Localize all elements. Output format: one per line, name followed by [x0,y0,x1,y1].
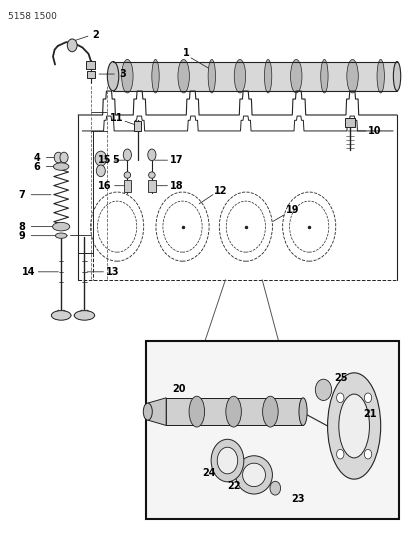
Ellipse shape [53,163,69,170]
Text: 22: 22 [226,481,240,490]
Text: 15: 15 [98,155,111,165]
Text: 13: 13 [105,267,119,277]
Ellipse shape [147,149,155,161]
Circle shape [60,152,68,163]
Ellipse shape [121,60,133,93]
Ellipse shape [338,394,369,458]
Ellipse shape [148,172,155,178]
Ellipse shape [392,62,400,91]
Ellipse shape [320,60,327,93]
Text: 8: 8 [18,222,25,232]
Circle shape [364,449,371,459]
Text: 16: 16 [98,181,111,191]
Text: 4: 4 [33,152,40,163]
Text: 2: 2 [92,30,99,41]
Circle shape [364,393,371,402]
Ellipse shape [298,398,306,425]
Circle shape [336,449,343,459]
Ellipse shape [262,396,277,427]
Polygon shape [166,398,302,425]
FancyBboxPatch shape [86,71,94,78]
Text: 3: 3 [119,69,126,79]
FancyBboxPatch shape [344,118,354,127]
Circle shape [336,393,343,402]
FancyBboxPatch shape [145,341,398,519]
Ellipse shape [51,311,71,320]
Text: 6: 6 [33,161,40,172]
Ellipse shape [74,311,94,320]
Ellipse shape [143,403,152,420]
Text: 18: 18 [169,181,183,191]
Ellipse shape [376,60,384,93]
Ellipse shape [327,373,380,479]
FancyBboxPatch shape [85,61,95,69]
Ellipse shape [123,149,131,161]
Text: 17: 17 [169,155,183,165]
Circle shape [67,39,77,52]
Circle shape [211,439,243,482]
Ellipse shape [264,60,271,93]
Circle shape [54,152,62,163]
Text: 23: 23 [291,494,304,504]
Text: 5: 5 [112,155,119,165]
Ellipse shape [290,60,301,93]
Text: 21: 21 [362,409,375,419]
Ellipse shape [235,456,272,494]
Circle shape [95,151,106,166]
Circle shape [269,481,280,495]
Ellipse shape [124,172,130,178]
Text: 24: 24 [202,468,215,478]
Ellipse shape [346,60,357,93]
FancyBboxPatch shape [124,180,131,192]
Ellipse shape [151,60,159,93]
Text: 7: 7 [18,190,25,200]
FancyBboxPatch shape [134,122,141,131]
Ellipse shape [189,396,204,427]
Text: 11: 11 [109,112,123,123]
Ellipse shape [178,60,189,93]
Text: 10: 10 [367,126,380,136]
Circle shape [96,165,105,176]
Text: 9: 9 [18,231,25,241]
Polygon shape [113,62,396,91]
Polygon shape [147,398,166,425]
Text: 14: 14 [22,267,35,277]
Text: 12: 12 [213,186,227,196]
Ellipse shape [234,60,245,93]
Ellipse shape [242,463,265,487]
Circle shape [217,447,237,474]
Ellipse shape [52,222,70,231]
Text: 5158 1500: 5158 1500 [8,12,57,21]
Ellipse shape [55,233,67,238]
Circle shape [315,379,331,400]
Ellipse shape [225,396,241,427]
Ellipse shape [107,62,119,91]
Ellipse shape [208,60,215,93]
Text: 25: 25 [333,373,347,383]
FancyBboxPatch shape [148,180,155,192]
Text: 20: 20 [172,384,185,394]
Text: 19: 19 [285,205,299,215]
Text: 1: 1 [183,48,189,58]
